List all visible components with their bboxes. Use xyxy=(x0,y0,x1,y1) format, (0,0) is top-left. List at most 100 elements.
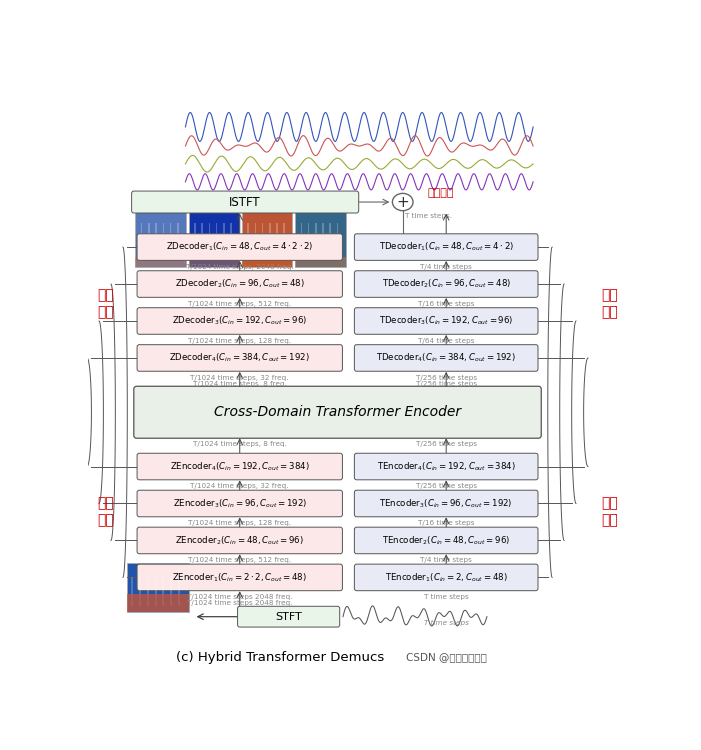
Text: 时域
解码: 时域 解码 xyxy=(601,288,618,320)
Text: TDecoder$_3(C_{in} = 192, C_{out} = 96)$: TDecoder$_3(C_{in} = 192, C_{out} = 96)$ xyxy=(379,315,513,327)
Text: ZDecoder$_3(C_{in} = 192, C_{out} = 96)$: ZDecoder$_3(C_{in} = 192, C_{out} = 96)$ xyxy=(172,315,307,327)
FancyBboxPatch shape xyxy=(134,386,541,438)
Bar xyxy=(276,223,278,256)
Text: T/256 time steps: T/256 time steps xyxy=(416,441,477,447)
Text: TEncoder$_3(C_{in} = 96, C_{out} = 192)$: TEncoder$_3(C_{in} = 96, C_{out} = 192)$ xyxy=(379,497,513,510)
FancyBboxPatch shape xyxy=(355,527,538,554)
Bar xyxy=(269,223,271,256)
Text: T time steps: T time steps xyxy=(423,620,469,626)
FancyBboxPatch shape xyxy=(132,191,359,213)
FancyBboxPatch shape xyxy=(355,234,538,260)
Bar xyxy=(254,223,256,256)
FancyBboxPatch shape xyxy=(238,606,340,627)
FancyBboxPatch shape xyxy=(137,271,342,297)
Text: T/1024 time steps, 128 freq.: T/1024 time steps, 128 freq. xyxy=(188,338,292,344)
Text: ZEncoder$_1(C_{in} = 2 \cdot 2, C_{out} = 48)$: ZEncoder$_1(C_{in} = 2 \cdot 2, C_{out} … xyxy=(172,572,307,584)
Text: ZDecoder$_2(C_{in} = 96, C_{out} = 48)$: ZDecoder$_2(C_{in} = 96, C_{out} = 48)$ xyxy=(175,278,305,290)
Text: T/1024 time steps, 32 freq.: T/1024 time steps, 32 freq. xyxy=(191,375,289,381)
Bar xyxy=(127,593,189,612)
Bar xyxy=(131,577,133,606)
Bar xyxy=(170,577,172,606)
Bar xyxy=(141,223,142,256)
Text: TEncoder$_1(C_{in} = 2, C_{out} = 48)$: TEncoder$_1(C_{in} = 2, C_{out} = 48)$ xyxy=(385,572,508,584)
Text: ZEncoder$_2(C_{in} = 48, C_{out} = 96)$: ZEncoder$_2(C_{in} = 48, C_{out} = 96)$ xyxy=(175,534,304,547)
Text: T time steps.: T time steps. xyxy=(405,214,452,220)
Text: TDecoder$_1(C_{in} = 48, C_{out} = 4 \cdot 2)$: TDecoder$_1(C_{in} = 48, C_{out} = 4 \cd… xyxy=(379,241,514,254)
Text: T/1024 time steps, 512 freq.: T/1024 time steps, 512 freq. xyxy=(188,301,292,307)
Text: T time steps: T time steps xyxy=(424,594,468,600)
Text: T/1024 time steps, 8 freq.: T/1024 time steps, 8 freq. xyxy=(193,441,287,447)
Bar xyxy=(139,577,141,606)
Bar xyxy=(242,212,292,267)
FancyBboxPatch shape xyxy=(355,564,538,591)
Text: 频域
解码: 频域 解码 xyxy=(97,288,114,320)
Bar xyxy=(201,223,203,256)
Bar xyxy=(163,577,165,606)
Text: T/64 time steps: T/64 time steps xyxy=(418,338,475,344)
Text: +: + xyxy=(396,194,409,209)
Bar xyxy=(156,223,157,256)
Bar xyxy=(242,242,292,267)
Bar xyxy=(336,223,339,256)
Bar xyxy=(154,577,157,606)
Text: T/1024 time steps, 128 freq.: T/1024 time steps, 128 freq. xyxy=(188,520,292,526)
FancyBboxPatch shape xyxy=(137,564,342,591)
Text: T/1024 time steps 2048 freq.: T/1024 time steps 2048 freq. xyxy=(187,594,292,600)
Bar xyxy=(308,223,309,256)
FancyBboxPatch shape xyxy=(137,345,342,371)
Text: T/1024 time steps, 8 freq.: T/1024 time steps, 8 freq. xyxy=(193,381,287,387)
Text: T/256 time steps: T/256 time steps xyxy=(416,483,477,489)
Bar xyxy=(301,223,302,256)
Text: ZEncoder$_3(C_{in} = 96, C_{out} = 192)$: ZEncoder$_3(C_{in} = 96, C_{out} = 192)$ xyxy=(172,497,307,510)
Text: (c) Hybrid Transformer Demucs: (c) Hybrid Transformer Demucs xyxy=(177,650,385,664)
FancyBboxPatch shape xyxy=(137,490,342,517)
Bar xyxy=(127,563,189,612)
Text: TDecoder$_4(C_{in} = 384, C_{out} = 192)$: TDecoder$_4(C_{in} = 384, C_{out} = 192)… xyxy=(376,352,516,364)
Bar xyxy=(230,223,232,256)
FancyBboxPatch shape xyxy=(355,490,538,517)
Text: T/4 time steps: T/4 time steps xyxy=(420,557,472,563)
Bar xyxy=(315,223,317,256)
FancyBboxPatch shape xyxy=(355,345,538,371)
Text: T/16 time steps: T/16 time steps xyxy=(418,520,475,526)
Bar xyxy=(261,223,264,256)
Bar xyxy=(135,212,186,267)
FancyBboxPatch shape xyxy=(355,271,538,297)
Bar xyxy=(295,212,346,267)
Text: T/1024 time steps, 2048 freq.: T/1024 time steps, 2048 freq. xyxy=(186,264,294,270)
Bar xyxy=(177,223,179,256)
Bar xyxy=(135,257,186,267)
Bar xyxy=(247,223,249,256)
Text: T/4 time steps: T/4 time steps xyxy=(420,264,472,270)
Bar xyxy=(295,257,346,267)
Text: ISTFT: ISTFT xyxy=(229,196,261,208)
Bar xyxy=(223,223,224,256)
Text: CSDN @孤独的追光者: CSDN @孤独的追光者 xyxy=(406,652,486,662)
FancyBboxPatch shape xyxy=(137,234,342,260)
Bar xyxy=(322,223,324,256)
FancyBboxPatch shape xyxy=(137,453,342,480)
Text: TEncoder$_4(C_{in} = 192, C_{out} = 384)$: TEncoder$_4(C_{in} = 192, C_{out} = 384)… xyxy=(376,460,516,472)
Bar xyxy=(189,212,239,267)
Text: 时域
编码: 时域 编码 xyxy=(601,496,618,527)
Text: ZEncoder$_4(C_{in} = 192, C_{out} = 384)$: ZEncoder$_4(C_{in} = 192, C_{out} = 384)… xyxy=(170,460,310,472)
Bar xyxy=(147,577,149,606)
Bar xyxy=(189,257,239,267)
Text: T/1024 time steps 2048 freq.: T/1024 time steps 2048 freq. xyxy=(187,600,292,606)
FancyBboxPatch shape xyxy=(355,453,538,480)
Text: T/16 time steps: T/16 time steps xyxy=(418,301,475,307)
Text: T/1024 time steps, 512 freq.: T/1024 time steps, 512 freq. xyxy=(188,557,292,563)
Text: 频域
编码: 频域 编码 xyxy=(97,496,114,527)
Bar xyxy=(208,223,210,256)
FancyBboxPatch shape xyxy=(355,308,538,334)
FancyBboxPatch shape xyxy=(137,308,342,334)
Bar xyxy=(283,223,285,256)
Bar xyxy=(163,223,164,256)
Text: 输出叠加: 输出叠加 xyxy=(427,188,454,198)
Text: T/256 time steps: T/256 time steps xyxy=(416,375,477,381)
Text: ZDecoder$_1(C_{in} = 48, C_{out} = 4 \cdot 2 \cdot 2)$: ZDecoder$_1(C_{in} = 48, C_{out} = 4 \cd… xyxy=(166,241,313,254)
Text: ZDecoder$_4(C_{in} = 384, C_{out} = 192)$: ZDecoder$_4(C_{in} = 384, C_{out} = 192)… xyxy=(170,352,310,364)
Bar xyxy=(329,223,331,256)
Text: TEncoder$_2(C_{in} = 48, C_{out} = 96)$: TEncoder$_2(C_{in} = 48, C_{out} = 96)$ xyxy=(382,534,510,547)
Text: T/1024 time steps, 2048 freq.: T/1024 time steps, 2048 freq. xyxy=(191,272,299,278)
